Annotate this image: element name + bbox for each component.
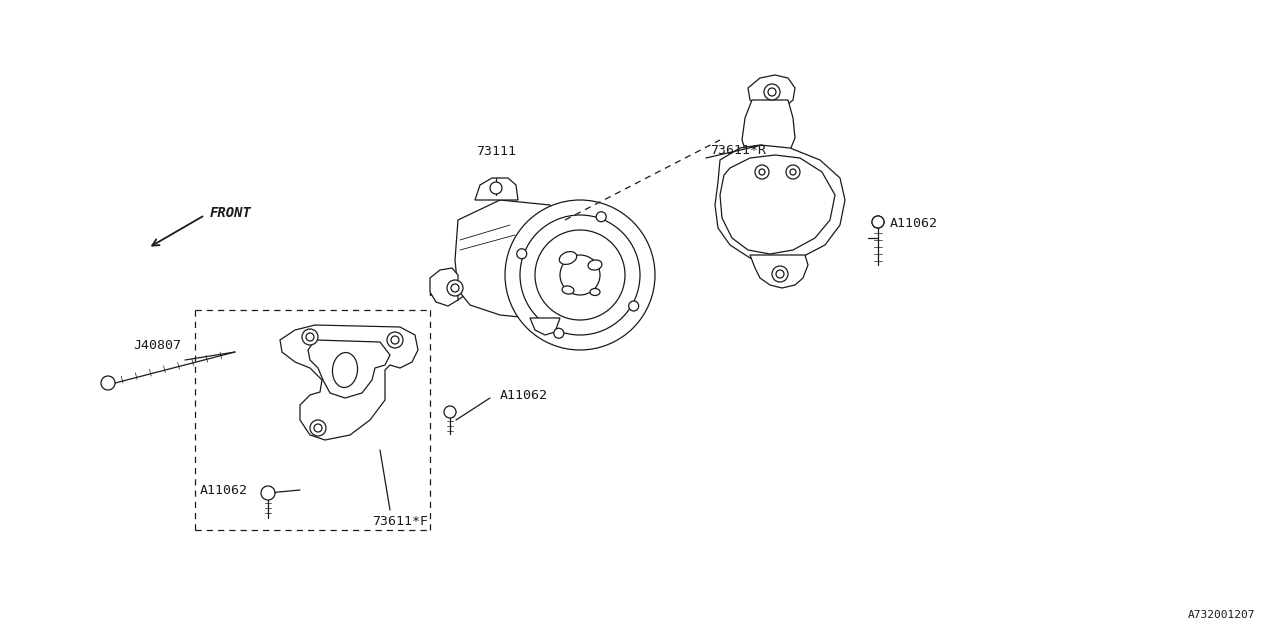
Polygon shape [530, 318, 561, 335]
Polygon shape [748, 75, 795, 110]
Circle shape [490, 182, 502, 194]
Circle shape [314, 424, 323, 432]
Circle shape [776, 270, 783, 278]
Text: A11062: A11062 [890, 216, 938, 230]
Ellipse shape [333, 353, 357, 387]
Circle shape [535, 230, 625, 320]
Circle shape [768, 88, 776, 96]
Ellipse shape [559, 252, 577, 264]
Text: A732001207: A732001207 [1188, 610, 1254, 620]
Polygon shape [430, 275, 468, 300]
Circle shape [596, 212, 607, 221]
Circle shape [447, 280, 463, 296]
Circle shape [755, 165, 769, 179]
Circle shape [506, 200, 655, 350]
Ellipse shape [562, 286, 573, 294]
Circle shape [306, 333, 314, 341]
Polygon shape [280, 325, 419, 440]
Text: A11062: A11062 [500, 388, 548, 401]
Circle shape [772, 266, 788, 282]
Text: 73611*F: 73611*F [372, 515, 428, 528]
Text: J40807: J40807 [133, 339, 180, 351]
Circle shape [520, 215, 640, 335]
Polygon shape [750, 255, 808, 288]
Circle shape [764, 84, 780, 100]
Circle shape [451, 284, 460, 292]
Polygon shape [475, 178, 518, 200]
Circle shape [628, 301, 639, 311]
Circle shape [786, 165, 800, 179]
Circle shape [390, 336, 399, 344]
Text: A11062: A11062 [200, 483, 248, 497]
Circle shape [302, 329, 317, 345]
Circle shape [759, 169, 765, 175]
Circle shape [561, 255, 600, 295]
Ellipse shape [590, 289, 600, 296]
Circle shape [444, 406, 456, 418]
Polygon shape [454, 200, 570, 318]
Circle shape [554, 328, 563, 339]
Text: 73111: 73111 [476, 145, 516, 158]
Text: FRONT: FRONT [210, 206, 252, 220]
Circle shape [517, 249, 527, 259]
Text: 73611*R: 73611*R [710, 143, 765, 157]
Polygon shape [308, 340, 390, 398]
Polygon shape [716, 145, 845, 262]
Circle shape [261, 486, 275, 500]
Ellipse shape [588, 260, 602, 270]
Circle shape [387, 332, 403, 348]
Polygon shape [430, 268, 458, 306]
Circle shape [872, 216, 884, 228]
Polygon shape [719, 155, 835, 254]
Circle shape [790, 169, 796, 175]
Circle shape [101, 376, 115, 390]
Circle shape [872, 216, 884, 228]
Polygon shape [742, 100, 795, 165]
Circle shape [310, 420, 326, 436]
